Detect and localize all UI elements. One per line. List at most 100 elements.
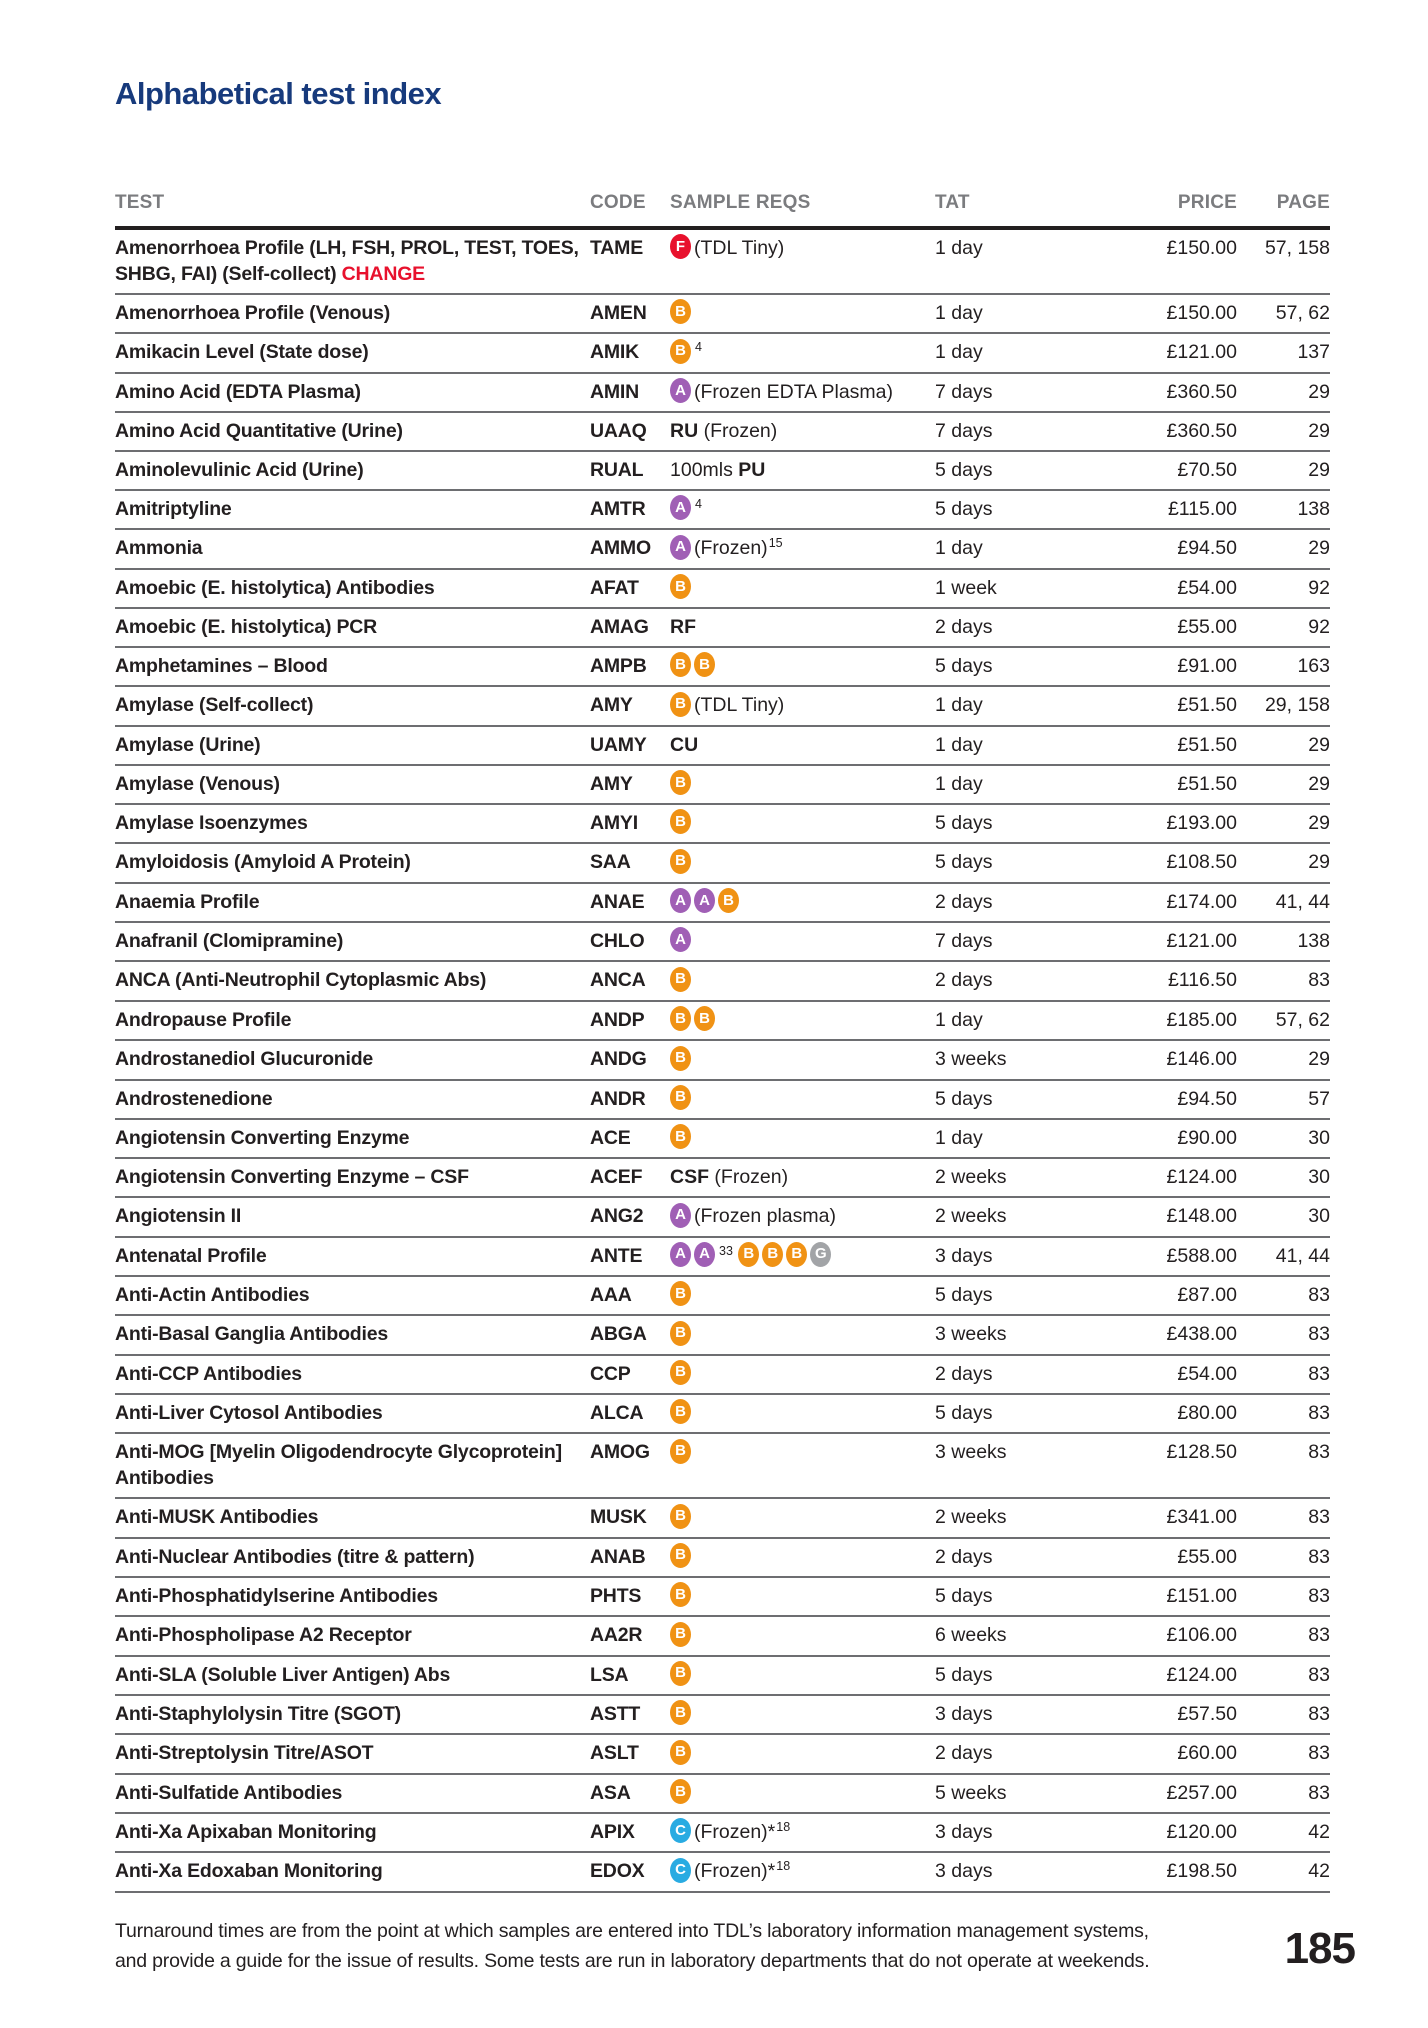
page-ref-cell: 138 [1297,930,1330,953]
b-sample-icon: B [670,574,691,600]
test-name-cell: Anti-Basal Ganglia Antibodies [115,1321,590,1347]
tat-cell: 2 days [935,969,993,992]
tat-cell: 2 days [935,1742,993,1765]
c-sample-icon: C [670,1818,691,1844]
test-name-cell: Anti-SLA (Soluble Liver Antigen) Abs [115,1662,590,1688]
test-name: ANCA (Anti-Neutrophil Cytoplasmic Abs) [115,969,487,992]
b-sample-icon: B [694,652,715,678]
page-ref-cell: 83 [1308,1441,1330,1464]
test-name: Anti-Sulfatide Antibodies [115,1781,343,1804]
tat-cell: 3 weeks [935,1441,1007,1464]
test-name: Anti-Actin Antibodies [115,1283,310,1306]
price-cell: £70.50 [1177,459,1237,482]
b-sample-icon: B [718,888,739,914]
test-name: Anti-MUSK Antibodies [115,1506,319,1529]
price-cell: £94.50 [1177,537,1237,560]
code-cell: ANDG [590,1048,647,1071]
code-cell: CCP [590,1362,631,1385]
tat-cell: 5 days [935,1584,993,1607]
code-cell: ACE [590,1126,631,1149]
sample-reqs-cell: C (Frozen)*18 [670,1818,935,1845]
test-name-cell: Anti-Sulfatide Antibodies [115,1780,590,1806]
test-name-cell: Anti-MOG [Myelin Oligodendrocyte Glycopr… [115,1439,590,1491]
test-name-cell: Amylase (Self-collect) [115,692,590,718]
test-name: Amenorrhoea Profile (Venous) [115,302,391,324]
sample-reqs-cell: RU (Frozen) [670,418,935,444]
column-header-sample-reqs: SAMPLE REQS [670,192,811,213]
page-ref-cell: 83 [1308,1702,1330,1725]
price-cell: £360.50 [1166,420,1238,443]
table-row: Anti-Streptolysin Titre/ASOT ASLT B 2 days £… [115,1735,1330,1775]
price-cell: £60.00 [1177,1742,1237,1765]
code-cell: ANAB [590,1545,646,1568]
page-ref-cell: 83 [1308,1584,1330,1607]
table-row: Amphetamines – Blood AMPB B B 5 days £91.00 16… [115,648,1330,688]
price-cell: £54.00 [1177,576,1237,599]
tat-cell: 1 day [935,694,983,717]
test-name-cell: Anti-Nuclear Antibodies (titre & pattern… [115,1544,590,1570]
test-name-cell: Anti-Actin Antibodies [115,1282,590,1308]
tat-cell: 2 days [935,1545,993,1568]
test-name-cell: Anti-Xa Apixaban Monitoring [115,1819,590,1845]
table-row: Anti-CCP Antibodies CCP B 2 days £54.00 83 [115,1356,1330,1395]
test-name: Amphetamines – Blood [115,655,328,678]
code-cell: ASTT [590,1702,641,1725]
code-cell: ANCA [590,969,646,992]
sample-reqs-cell: B [670,1779,935,1806]
code-cell: LSA [590,1663,629,1686]
code-cell: ANAE [590,890,645,913]
b-sample-icon: B [694,1006,715,1032]
price-cell: £55.00 [1177,1545,1237,1568]
test-name-cell: Angiotensin Converting Enzyme – CSF [115,1164,590,1190]
tat-cell: 2 days [935,890,993,913]
sample-superscript: 18 [776,1820,791,1834]
sample-reqs-cell: A (Frozen EDTA Plasma) [670,378,935,405]
test-name: Anti-Staphylolysin Titre (SGOT) [115,1702,401,1725]
test-table-body: Amenorrhoea Profile (LH, FSH, PROL, TEST… [115,230,1330,1893]
tat-cell: 5 days [935,498,993,521]
page-ref-cell: 57, 158 [1264,237,1330,259]
test-name-cell: Amylase (Venous) [115,771,590,797]
footer-note-line1: Turnaround times are from the point at w… [115,1920,1149,1942]
page-number: 185 [1284,1924,1356,1973]
table-row: Amylase (Self-collect) AMY B (TDL Tiny) 1 da… [115,687,1330,727]
b-sample-icon: B [670,1542,691,1568]
code-cell: AMTR [590,498,646,521]
sample-reqs-cell: B [670,1359,935,1387]
price-cell: £94.50 [1177,1087,1237,1110]
price-cell: £55.00 [1177,616,1237,639]
tat-cell: 1 day [935,772,983,795]
table-row: Anti-Liver Cytosol Antibodies ALCA B 5 days… [115,1395,1330,1435]
test-name-cell: Androstenedione [115,1086,590,1112]
a-sample-icon: A [670,534,691,560]
tat-cell: 3 days [935,1821,993,1843]
test-name-cell: Amino Acid (EDTA Plasma) [115,379,590,405]
code-cell: ANDP [590,1008,645,1031]
tat-cell: 5 days [935,655,993,678]
table-row: Anti-Phosphatidylserine Antibodies PHTS B 5… [115,1578,1330,1618]
footer-note-line2: and provide a guide for the issue of res… [115,1950,1150,1972]
code-cell: AA2R [590,1624,643,1647]
sample-reqs-cell: CU [670,732,935,758]
table-row: Anti-MOG [Myelin Oligodendrocyte Glycopr… [115,1434,1330,1500]
tat-cell: 1 day [935,733,983,756]
page-ref-cell: 29, 158 [1264,694,1330,717]
b-sample-icon: B [670,1281,691,1307]
sample-text: (TDL Tiny) [694,237,785,259]
sample-reqs-cell: B [670,1660,935,1688]
price-cell: £80.00 [1177,1401,1237,1424]
code-cell: AMAG [590,616,649,639]
code-cell: UAMY [590,733,647,756]
a-sample-icon: A [670,1202,691,1228]
code-cell: ASA [590,1781,631,1804]
price-cell: £438.00 [1166,1323,1238,1346]
price-cell: £128.50 [1166,1441,1238,1464]
page-ref-cell: 83 [1308,1283,1330,1306]
tat-cell: 3 days [935,1702,993,1725]
sample-reqs-cell: B [670,1084,935,1112]
sample-text: (Frozen) [709,1166,789,1189]
a-sample-icon: A [670,927,691,953]
page-ref-cell: 29 [1308,851,1330,874]
table-row: Androstanediol Glucuronide ANDG B 3 weeks £1… [115,1041,1330,1081]
